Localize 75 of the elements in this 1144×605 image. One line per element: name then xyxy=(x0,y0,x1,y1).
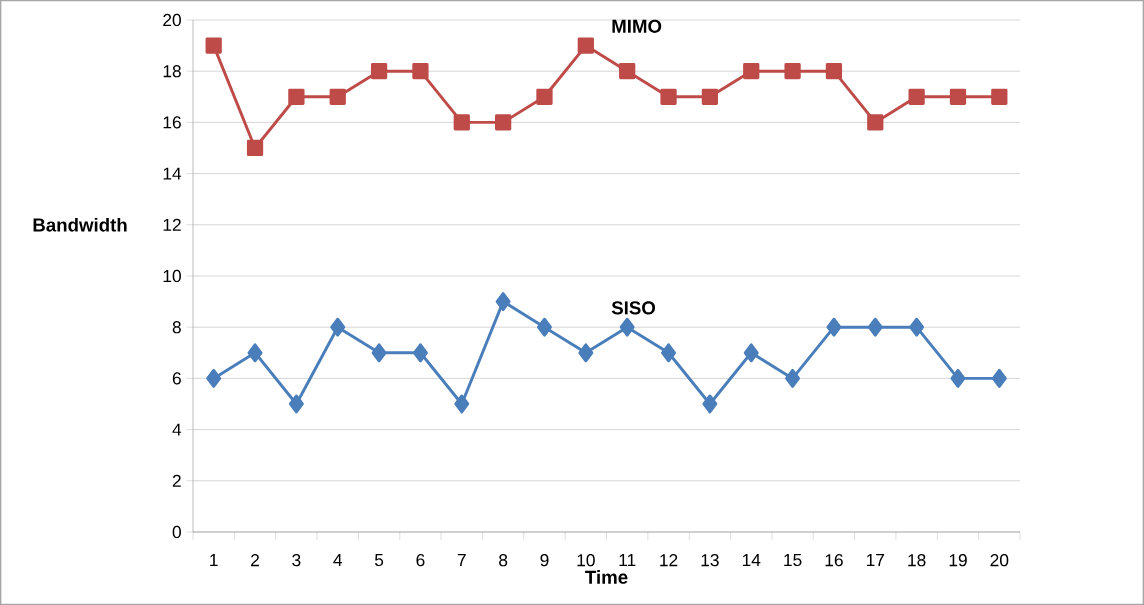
point xyxy=(206,368,222,388)
series-label: MIMO xyxy=(612,19,662,33)
point xyxy=(329,88,346,105)
point xyxy=(578,343,594,363)
x-tick-label: 5 xyxy=(374,554,384,567)
y-tick-label: 14 xyxy=(163,167,182,180)
point xyxy=(371,343,387,363)
point xyxy=(619,317,635,337)
x-tick-label: 6 xyxy=(416,554,425,567)
point xyxy=(701,88,719,105)
x-tick-label: 11 xyxy=(619,554,636,566)
point xyxy=(784,63,801,80)
point xyxy=(991,368,1007,388)
series-label: SISO xyxy=(611,301,656,315)
y-tick-label: 4 xyxy=(172,423,182,436)
point xyxy=(370,63,388,80)
point xyxy=(330,317,346,337)
x-tick-label: 19 xyxy=(949,554,967,567)
point xyxy=(908,88,925,105)
x-tick-label: 17 xyxy=(866,554,885,566)
point xyxy=(826,317,842,337)
point xyxy=(950,368,966,388)
point xyxy=(494,114,512,131)
x-tick-label: 4 xyxy=(333,554,343,566)
point xyxy=(991,88,1008,105)
y-tick-label: 16 xyxy=(163,116,181,129)
x-axis-title: Time xyxy=(585,570,628,584)
y-tick-label: 20 xyxy=(163,13,181,27)
x-tick-label: 1 xyxy=(210,554,218,566)
y-tick-label: 18 xyxy=(163,65,181,78)
point xyxy=(660,88,677,105)
y-axis-title: Bandwidth xyxy=(33,217,127,232)
x-tick-label: 13 xyxy=(701,554,719,567)
point xyxy=(867,317,883,337)
point xyxy=(661,343,676,363)
point xyxy=(454,394,470,414)
point xyxy=(412,63,429,80)
y-tick-label: 10 xyxy=(163,269,181,283)
point xyxy=(205,37,222,54)
x-tick-label: 16 xyxy=(825,554,843,567)
point xyxy=(743,343,759,363)
point xyxy=(619,63,636,80)
point xyxy=(909,317,925,337)
point xyxy=(825,63,843,80)
point xyxy=(288,394,304,414)
point xyxy=(949,88,967,105)
x-tick-label: 3 xyxy=(292,554,301,567)
point xyxy=(412,343,428,363)
x-tick-label: 20 xyxy=(990,554,1009,567)
y-tick-label: 12 xyxy=(163,218,181,231)
point xyxy=(247,343,263,363)
point xyxy=(246,139,264,157)
x-tick-label: 10 xyxy=(577,554,595,567)
y-tick-label: 8 xyxy=(172,321,181,334)
point xyxy=(288,88,305,105)
x-tick-label: 2 xyxy=(251,554,259,567)
point xyxy=(577,37,594,54)
point xyxy=(785,368,801,388)
point xyxy=(702,394,718,414)
point xyxy=(536,88,553,105)
y-tick-label: 6 xyxy=(172,372,181,385)
point xyxy=(867,114,884,131)
y-tick-label: 2 xyxy=(172,474,181,487)
point xyxy=(537,317,552,337)
x-tick-label: 7 xyxy=(457,554,466,566)
point xyxy=(453,114,470,131)
x-tick-label: 12 xyxy=(660,554,678,567)
point xyxy=(743,63,760,80)
x-tick-label: 15 xyxy=(784,554,802,567)
x-tick-label: 18 xyxy=(908,554,926,567)
x-tick-label: 9 xyxy=(540,554,549,567)
point xyxy=(495,292,511,312)
x-tick-label: 14 xyxy=(742,554,761,566)
x-tick-label: 8 xyxy=(499,554,508,567)
y-tick-label: 0 xyxy=(172,525,181,539)
